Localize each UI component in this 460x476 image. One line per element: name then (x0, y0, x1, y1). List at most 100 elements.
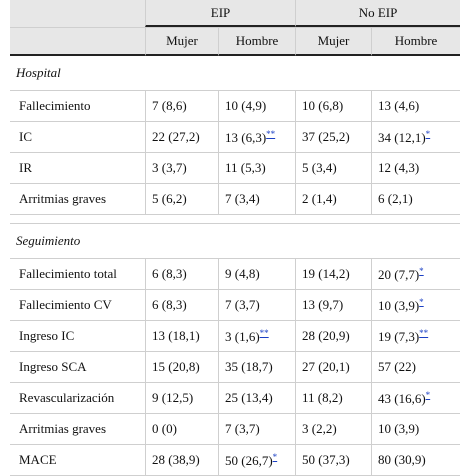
value-cell: 25 (13,4) (218, 382, 295, 413)
significance-marker[interactable]: * (425, 389, 431, 400)
row-label: IR (10, 152, 145, 183)
header-blank-cell (10, 0, 145, 27)
section-row-hospital: Hospital (10, 56, 460, 90)
cell-value: 22 (27,2) (152, 129, 200, 144)
value-cell: 12 (4,3) (371, 152, 460, 183)
table-row: Arritmias graves 5 (6,2) 7 (3,4) 2 (1,4) 6 (… (10, 183, 460, 214)
significance-marker[interactable]: ** (259, 327, 269, 338)
significance-marker[interactable]: * (425, 128, 431, 139)
group-header-no-eip: No EIP (295, 0, 460, 27)
cell-value: 3 (1,6) (225, 328, 260, 344)
cell-value: 35 (18,7) (225, 359, 273, 374)
section-gap-row (10, 214, 460, 223)
significance-marker[interactable]: * (419, 265, 424, 276)
value-cell: 10 (3,9)* (371, 289, 460, 320)
row-label: Ingreso IC (10, 320, 145, 351)
value-cell: 50 (26,7)* (218, 444, 295, 476)
subheader-hombre-no-eip: Hombre (371, 27, 460, 56)
row-label: Fallecimiento total (10, 258, 145, 289)
cell-value: 5 (6,2) (152, 191, 187, 206)
cell-value: 34 (12,1) (378, 129, 426, 145)
row-label: Revascularización (10, 382, 145, 413)
value-cell: 3 (3,7) (145, 152, 218, 183)
group-header-eip: EIP (145, 0, 295, 27)
value-cell: 27 (20,1) (295, 351, 371, 382)
cell-value: 11 (8,2) (302, 390, 343, 405)
cell-value: 6 (2,1) (378, 191, 413, 206)
value-cell: 5 (6,2) (145, 183, 218, 214)
section-row-seguimiento: Seguimiento (10, 223, 460, 258)
subheader-mujer-no-eip: Mujer (295, 27, 371, 56)
value-cell: 2 (1,4) (295, 183, 371, 214)
row-label: Fallecimiento CV (10, 289, 145, 320)
value-cell: 35 (18,7) (218, 351, 295, 382)
value-cell: 3 (1,6)** (218, 320, 295, 351)
significance-marker[interactable]: * (272, 451, 278, 462)
cell-value: 3 (2,2) (302, 421, 337, 436)
value-cell: 28 (38,9) (145, 444, 218, 476)
value-cell: 19 (14,2) (295, 258, 371, 289)
cell-value: 9 (4,8) (225, 266, 260, 281)
row-label: Fallecimiento (10, 90, 145, 121)
significance-marker[interactable]: * (419, 296, 424, 307)
significance-marker[interactable]: ** (266, 128, 276, 139)
section-title-hospital: Hospital (16, 65, 61, 80)
cell-value: 6 (8,3) (152, 297, 187, 312)
cell-value: 7 (3,7) (225, 297, 260, 312)
cell-value: 13 (18,1) (152, 328, 200, 343)
row-label: Arritmias graves (10, 413, 145, 444)
cell-value: 6 (8,3) (152, 266, 187, 281)
value-cell: 11 (5,3) (218, 152, 295, 183)
cell-value: 7 (3,4) (225, 191, 260, 206)
row-label: Arritmias graves (10, 183, 145, 214)
cell-value: 7 (3,7) (225, 421, 260, 436)
cell-value: 37 (25,2) (302, 129, 350, 144)
value-cell: 50 (37,3) (295, 444, 371, 476)
table-row: Ingreso SCA 15 (20,8) 35 (18,7) 27 (20,1) 57… (10, 351, 460, 382)
value-cell: 20 (7,7)* (371, 258, 460, 289)
cell-value: 7 (8,6) (152, 98, 187, 113)
significance-marker[interactable]: ** (419, 327, 429, 338)
cell-value: 2 (1,4) (302, 191, 337, 206)
cell-value: 25 (13,4) (225, 390, 273, 405)
cell-value: 10 (4,9) (225, 98, 267, 113)
value-cell: 7 (8,6) (145, 90, 218, 121)
table-row: Revascularización 9 (12,5) 25 (13,4) 11 (8,… (10, 382, 460, 413)
value-cell: 10 (3,9) (371, 413, 460, 444)
cell-value: 13 (9,7) (302, 297, 344, 312)
table-row: IR 3 (3,7) 11 (5,3) 5 (3,4) 12 (4,3) (10, 152, 460, 183)
value-cell: 7 (3,7) (218, 289, 295, 320)
cell-value: 12 (4,3) (378, 160, 420, 175)
cell-value: 27 (20,1) (302, 359, 350, 374)
row-label: Ingreso SCA (10, 351, 145, 382)
cell-value: 10 (3,9) (378, 297, 420, 313)
value-cell: 6 (2,1) (371, 183, 460, 214)
value-cell: 57 (22) (371, 351, 460, 382)
cell-value: 15 (20,8) (152, 359, 200, 374)
results-table: EIP No EIP Mujer Hombre Mujer Hombre Hos… (10, 0, 460, 476)
subheader-mujer-eip: Mujer (145, 27, 218, 56)
table-row: Fallecimiento total 6 (8,3) 9 (4,8) 19 (14,… (10, 258, 460, 289)
table-body: Hospital Fallecimiento 7 (8,6) 10 (4,9) 10 … (10, 56, 460, 476)
cell-value: 3 (3,7) (152, 160, 187, 175)
value-cell: 43 (16,6)* (371, 382, 460, 413)
subheader-hombre-eip: Hombre (218, 27, 295, 56)
cell-value: 57 (22) (378, 359, 416, 374)
value-cell: 10 (4,9) (218, 90, 295, 121)
value-cell: 13 (18,1) (145, 320, 218, 351)
value-cell: 37 (25,2) (295, 121, 371, 152)
gap-cell (10, 214, 460, 223)
table-row: Arritmias graves 0 (0) 7 (3,7) 3 (2,2) 10 (3… (10, 413, 460, 444)
cell-value: 50 (26,7) (225, 452, 273, 468)
value-cell: 5 (3,4) (295, 152, 371, 183)
value-cell: 15 (20,8) (145, 351, 218, 382)
cell-value: 5 (3,4) (302, 160, 337, 175)
table-row: Ingreso IC 13 (18,1) 3 (1,6)** 28 (20,9) 19 … (10, 320, 460, 351)
value-cell: 80 (30,9) (371, 444, 460, 476)
value-cell: 13 (4,6) (371, 90, 460, 121)
cell-value: 13 (4,6) (378, 98, 420, 113)
cell-value: 28 (38,9) (152, 452, 200, 467)
table-row: IC 22 (27,2) 13 (6,3)** 37 (25,2) 34 (12,1)* (10, 121, 460, 152)
table-row: Fallecimiento 7 (8,6) 10 (4,9) 10 (6,8) 13 (… (10, 90, 460, 121)
row-label: IC (10, 121, 145, 152)
